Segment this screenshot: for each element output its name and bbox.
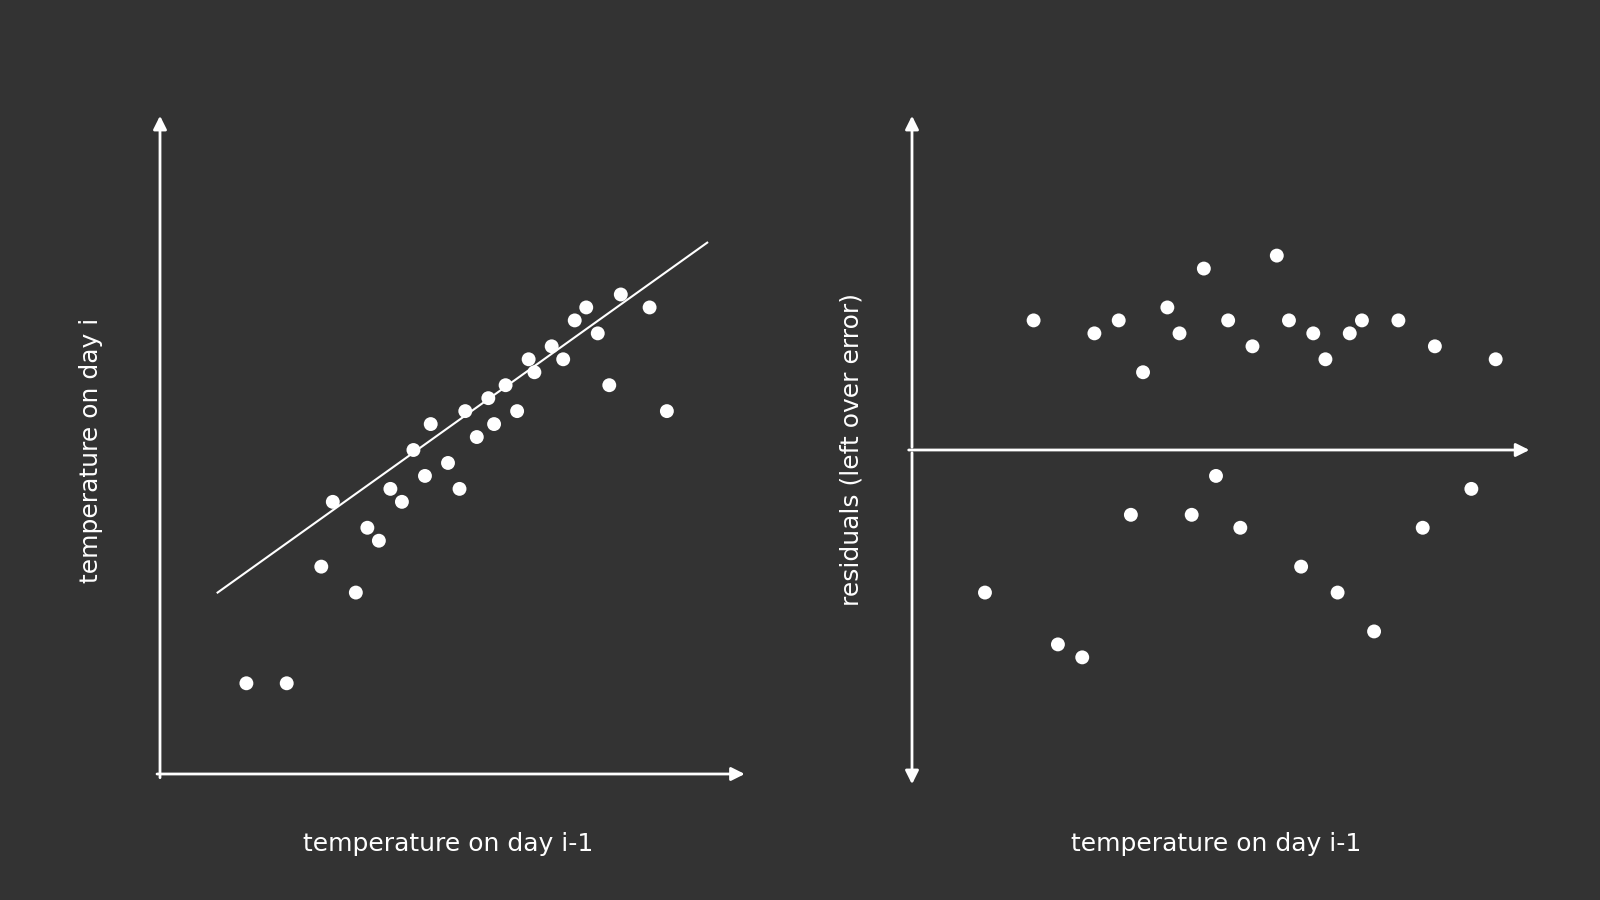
Point bbox=[1264, 248, 1290, 263]
Point bbox=[400, 443, 426, 457]
Point bbox=[1349, 313, 1374, 328]
Point bbox=[366, 534, 392, 548]
Point bbox=[418, 417, 443, 431]
Point bbox=[515, 352, 541, 366]
Point bbox=[446, 482, 472, 496]
Point bbox=[355, 520, 381, 535]
Point bbox=[482, 417, 507, 431]
Point bbox=[1227, 520, 1253, 535]
Point bbox=[1216, 313, 1242, 328]
Point bbox=[586, 326, 611, 340]
Point bbox=[1325, 585, 1350, 599]
Point bbox=[274, 676, 299, 690]
Point bbox=[1021, 313, 1046, 328]
Point bbox=[1203, 469, 1229, 483]
Point bbox=[1386, 313, 1411, 328]
Point bbox=[309, 560, 334, 574]
Point bbox=[475, 391, 501, 405]
Point bbox=[1483, 352, 1509, 366]
Point bbox=[973, 585, 998, 599]
Point bbox=[1277, 313, 1302, 328]
Point bbox=[453, 404, 478, 419]
Point bbox=[539, 339, 565, 354]
Point bbox=[493, 378, 518, 392]
Point bbox=[320, 495, 346, 509]
Text: temperature on day i-1: temperature on day i-1 bbox=[302, 832, 594, 856]
Point bbox=[378, 482, 403, 496]
Point bbox=[413, 469, 438, 483]
Point bbox=[1288, 560, 1314, 574]
Point bbox=[562, 313, 587, 328]
Point bbox=[1312, 352, 1338, 366]
Text: residuals (left over error): residuals (left over error) bbox=[838, 293, 862, 607]
Point bbox=[637, 301, 662, 315]
Point bbox=[504, 404, 530, 419]
Point bbox=[1155, 301, 1181, 315]
Point bbox=[550, 352, 576, 366]
Point bbox=[654, 404, 680, 419]
Point bbox=[1190, 261, 1216, 275]
Point bbox=[342, 585, 368, 599]
Point bbox=[1459, 482, 1485, 496]
Point bbox=[389, 495, 414, 509]
Point bbox=[435, 455, 461, 470]
Point bbox=[1301, 326, 1326, 340]
Point bbox=[1410, 520, 1435, 535]
Point bbox=[608, 287, 634, 302]
Text: temperature on day i: temperature on day i bbox=[78, 318, 102, 582]
Point bbox=[573, 301, 598, 315]
Point bbox=[1179, 508, 1205, 522]
Point bbox=[597, 378, 622, 392]
Point bbox=[1422, 339, 1448, 354]
Point bbox=[1106, 313, 1131, 328]
Point bbox=[1069, 650, 1094, 664]
Point bbox=[234, 676, 259, 690]
Point bbox=[1082, 326, 1107, 340]
Text: temperature on day i-1: temperature on day i-1 bbox=[1070, 832, 1362, 856]
Point bbox=[522, 365, 547, 380]
Point bbox=[1338, 326, 1363, 340]
Point bbox=[1045, 637, 1070, 652]
Point bbox=[1166, 326, 1192, 340]
Point bbox=[1240, 339, 1266, 354]
Point bbox=[1118, 508, 1144, 522]
Point bbox=[464, 430, 490, 445]
Point bbox=[1362, 625, 1387, 639]
Point bbox=[1130, 365, 1155, 380]
